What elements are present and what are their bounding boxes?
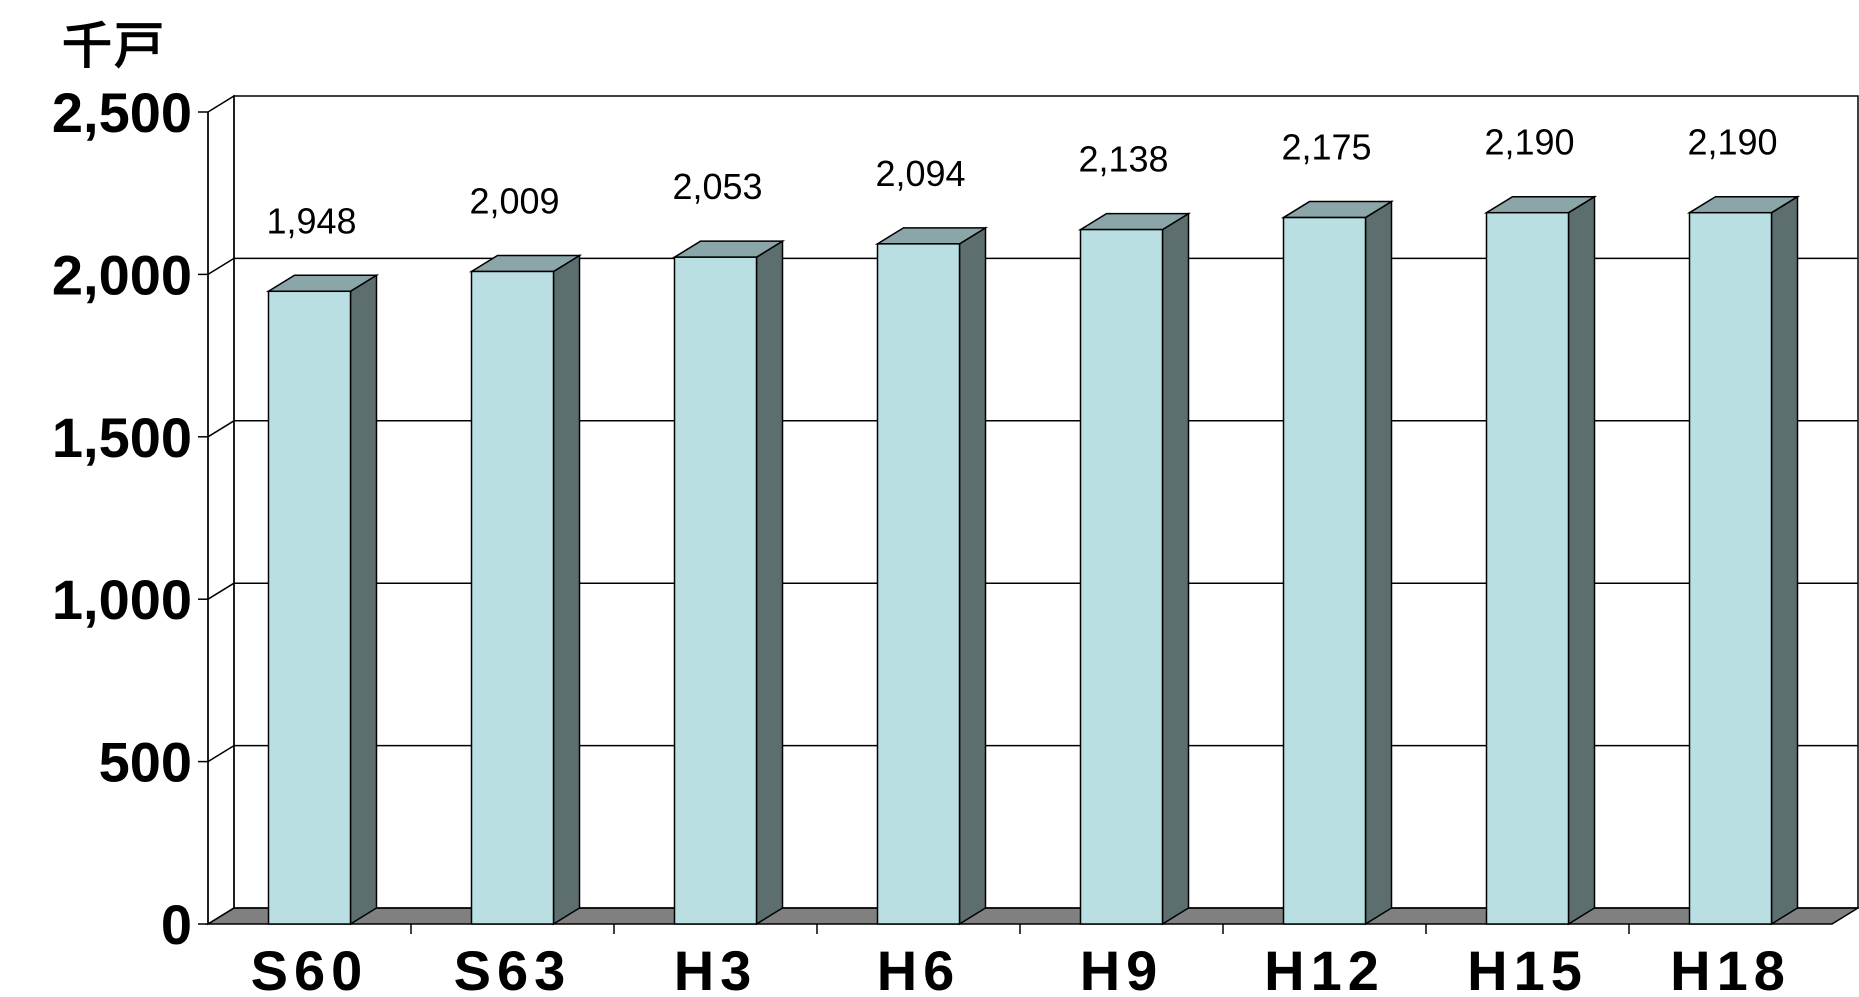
- gridline-side: [207, 582, 235, 600]
- chart-gridlines: [207, 257, 1858, 763]
- bar-side: [349, 273, 378, 926]
- gridline-side: [207, 420, 235, 438]
- x-tick-labels: S60 S63 H3 H6 H9 H12 H15 H18: [251, 939, 1791, 997]
- bar: [1280, 200, 1395, 926]
- bar-side: [755, 239, 784, 926]
- bar-side: [552, 254, 581, 926]
- y-tick-label: 500: [99, 731, 192, 794]
- x-tick-label: H3: [674, 939, 758, 997]
- bar: [468, 254, 583, 926]
- data-label: 2,138: [1078, 139, 1168, 180]
- floor-plane: [205, 907, 1859, 925]
- gridline-side: [207, 257, 235, 276]
- x-tick-label: S63: [454, 939, 572, 997]
- bars: [265, 195, 1801, 926]
- data-label: 2,190: [1484, 122, 1574, 163]
- y-tick-label: 2,500: [52, 81, 192, 144]
- bar-front: [673, 256, 758, 925]
- y-tick-label: 1,500: [52, 406, 192, 469]
- y-tick-label: 1,000: [52, 568, 192, 631]
- data-labels: 1,948 2,009 2,053 2,094 2,138 2,175 2,190 2,190: [266, 122, 1777, 242]
- bar-side: [1161, 212, 1190, 926]
- data-label: 2,175: [1281, 127, 1371, 168]
- bar: [671, 239, 786, 926]
- bar-front: [1688, 211, 1773, 925]
- x-tick-label: H18: [1670, 939, 1791, 997]
- data-label: 2,053: [672, 166, 762, 207]
- y-axis: [198, 111, 209, 925]
- bar-side: [1567, 195, 1596, 926]
- bar-side: [1364, 200, 1393, 926]
- bar: [265, 273, 380, 926]
- data-label: 2,190: [1687, 122, 1777, 163]
- x-tick-label: H15: [1467, 939, 1588, 997]
- x-tick-label: H12: [1264, 939, 1385, 997]
- bar: [1483, 195, 1598, 926]
- y-tick-labels: 0 500 1,000 1,500 2,000 2,500: [52, 81, 192, 956]
- unit-label: 千戸: [62, 17, 166, 75]
- y-tick-label: 2,000: [52, 243, 192, 306]
- bar-front: [470, 270, 555, 925]
- chart-back-wall: [207, 94, 1859, 926]
- bar: [1686, 195, 1801, 926]
- data-label: 2,094: [875, 153, 965, 194]
- bar: [1077, 212, 1192, 926]
- x-tick-label: H9: [1080, 939, 1164, 997]
- chart-floor: [205, 907, 1859, 934]
- side-wall: [207, 94, 235, 926]
- x-tick-label: H6: [877, 939, 961, 997]
- bar-side: [958, 226, 987, 926]
- bar-front: [876, 243, 961, 925]
- bar-front: [1079, 228, 1164, 925]
- bar-side: [1770, 195, 1799, 926]
- y-tick-label: 0: [161, 893, 192, 956]
- bar-front: [1485, 211, 1570, 925]
- bar: [874, 226, 989, 926]
- data-label: 2,009: [469, 180, 559, 221]
- gridline-side: [207, 744, 235, 763]
- bar-front: [267, 290, 352, 925]
- bar-front: [1282, 216, 1367, 925]
- x-tick-label: S60: [251, 939, 369, 997]
- data-label: 1,948: [266, 200, 356, 241]
